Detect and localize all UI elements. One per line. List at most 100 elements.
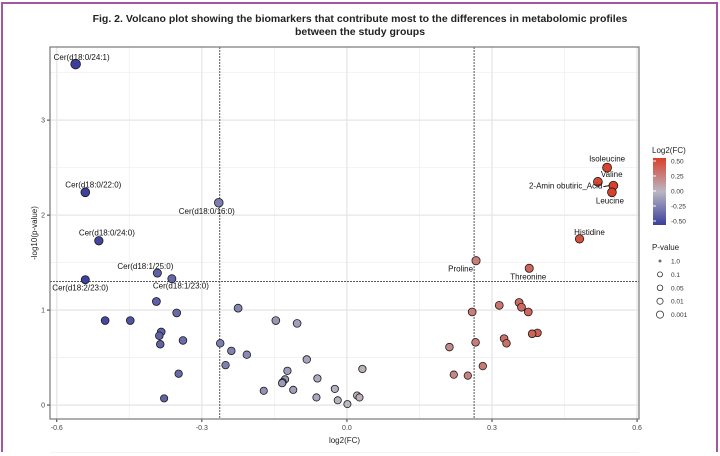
data-point [242, 350, 252, 359]
data-point [523, 307, 533, 317]
x-tick-label: -0.6 [51, 425, 63, 432]
size-legend-title: P-value [652, 243, 680, 252]
label-leader-line [603, 185, 610, 188]
color-legend-title: Log2(FC) [652, 146, 686, 155]
chart-title-line2: between the study groups [294, 26, 426, 38]
size-legend-key [656, 310, 665, 319]
data-point [174, 369, 183, 378]
data-point [94, 236, 104, 246]
data-point [574, 234, 585, 244]
data-point [172, 308, 182, 318]
color-legend-label: 0.50 [671, 159, 684, 166]
data-point [502, 339, 511, 348]
data-point [471, 256, 481, 266]
data-point [178, 336, 188, 345]
size-legend-label: 0.001 [671, 312, 688, 319]
point-label: Valine [601, 170, 623, 179]
color-legend-label: 0.25 [671, 174, 684, 181]
chart-title-line1: Fig. 2. Volcano plot showing the biomark… [92, 13, 628, 25]
data-point [358, 364, 367, 374]
chart-title: Fig. 2. Volcano plot showing the biomark… [0, 13, 720, 39]
data-point [100, 316, 110, 325]
point-label: Cer(d18:0/16:0) [179, 207, 235, 216]
data-point [302, 355, 311, 364]
data-point [80, 275, 90, 285]
point-label: Cer(d18:0/24:1) [54, 53, 110, 62]
data-point [602, 162, 612, 173]
size-legend-label: 0.01 [671, 299, 684, 306]
data-point [524, 263, 534, 273]
data-point [517, 302, 526, 312]
data-point [607, 187, 617, 198]
point-label: Cer(d18:1/23:0) [153, 282, 209, 291]
data-point [467, 307, 477, 317]
data-point [463, 371, 472, 380]
data-point [289, 385, 298, 394]
data-point [160, 394, 169, 403]
data-point [271, 316, 281, 325]
data-point [233, 303, 243, 313]
data-point [155, 331, 164, 340]
plot-border [49, 46, 640, 420]
size-legend-label: 0.05 [671, 285, 684, 292]
size-legend-key [656, 297, 664, 305]
data-point [333, 396, 342, 405]
point-label: Threonine [510, 272, 547, 281]
x-tick-label: -0.3 [196, 425, 208, 432]
data-point [214, 198, 224, 208]
data-point [313, 374, 322, 383]
point-label: Cer(d18:0/22:0) [65, 180, 121, 189]
color-legend-label: 0.00 [671, 189, 684, 196]
point-label: Cer(d18:2/23:0) [52, 284, 108, 293]
x-tick-label: 0.6 [632, 425, 642, 432]
point-label: 2-Amin obutiric_Acid [529, 182, 602, 191]
data-point [125, 316, 135, 325]
size-legend-label: 0.1 [671, 272, 680, 279]
data-point [80, 187, 91, 198]
data-point [330, 384, 339, 393]
color-legend-label: -0.25 [671, 204, 686, 211]
data-point [227, 346, 236, 356]
data-point [259, 386, 268, 395]
y-axis-title: -log10(p-value) [30, 206, 39, 260]
x-axis-title: log2(FC) [329, 436, 360, 445]
point-label: Proline [448, 265, 473, 274]
data-point [70, 58, 81, 70]
data-point [527, 329, 537, 339]
data-point [156, 340, 165, 349]
data-point [283, 366, 292, 375]
data-point [167, 274, 177, 284]
y-tick-label: 2 [41, 213, 45, 220]
point-label: Cer(d18:1/25:0) [117, 262, 173, 271]
size-legend-key [658, 259, 662, 263]
data-point [355, 393, 364, 402]
data-point [221, 361, 230, 370]
y-tick-label: 0 [41, 403, 45, 410]
data-point [593, 177, 603, 187]
data-point [278, 379, 287, 388]
y-tick-label: 1 [41, 308, 45, 315]
data-point [215, 339, 225, 348]
size-legend-key [656, 284, 664, 291]
data-point [494, 300, 504, 310]
data-point [292, 319, 302, 328]
data-point [152, 297, 161, 306]
data-point [449, 370, 458, 379]
data-point [312, 393, 321, 402]
color-legend-label: -0.50 [671, 219, 686, 226]
point-label: Cer(d18:0/24:0) [79, 229, 135, 238]
data-point [471, 338, 480, 347]
size-legend-key [657, 271, 663, 278]
data-point [343, 400, 352, 409]
color-bar [653, 158, 666, 225]
point-label: Isoleucine [589, 155, 626, 164]
y-tick-label: 3 [41, 118, 45, 125]
data-point [478, 361, 487, 371]
x-tick-label: 0.3 [487, 425, 497, 432]
point-label: Leucine [596, 196, 625, 205]
data-point [445, 342, 454, 352]
x-tick-label: 0.0 [342, 425, 352, 432]
data-point [152, 268, 162, 278]
